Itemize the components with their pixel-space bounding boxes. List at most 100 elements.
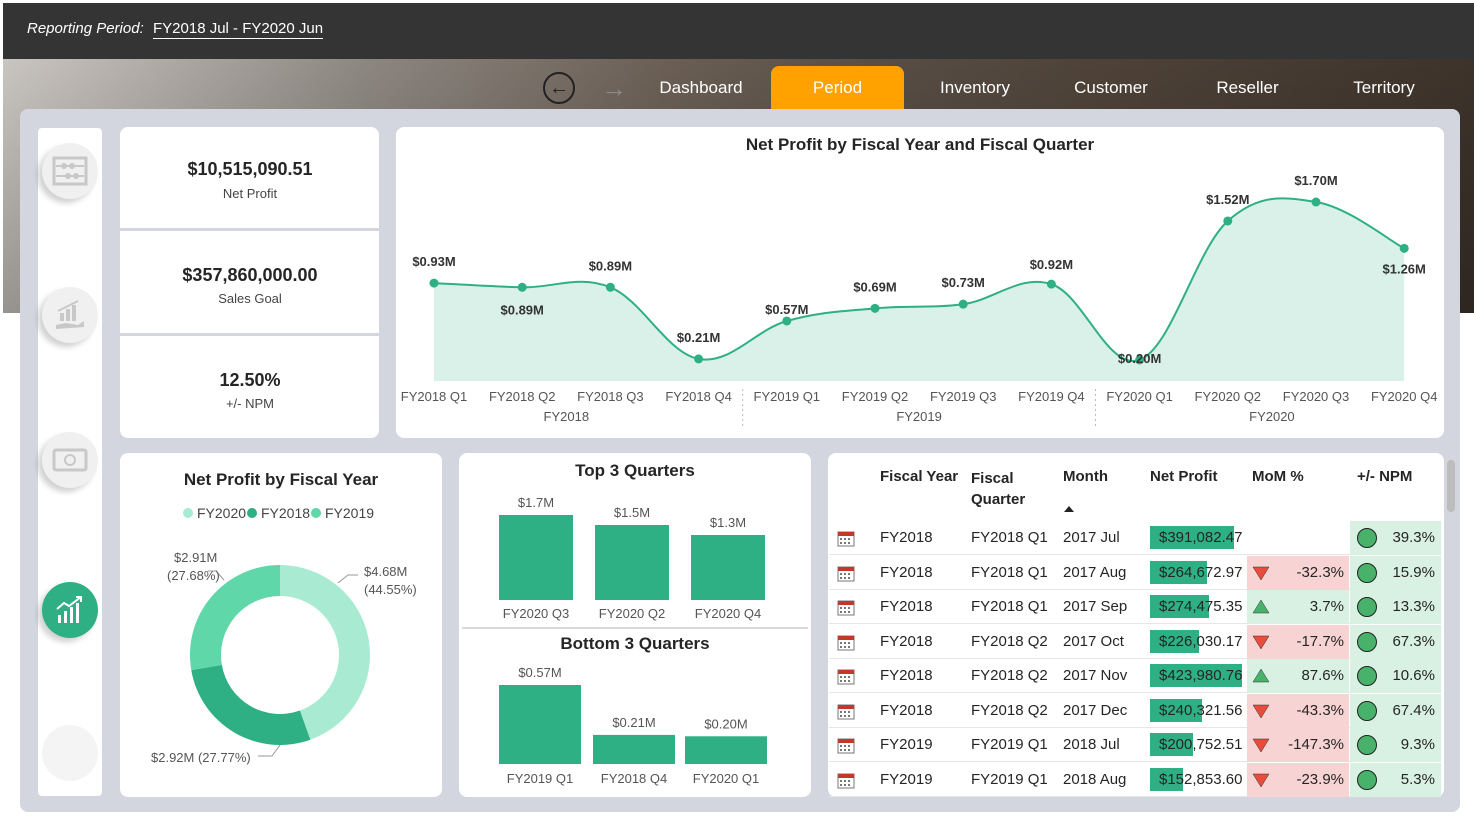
tab-reseller[interactable]: Reseller	[1216, 78, 1279, 97]
x-tick-label: FY2019 Q4	[1018, 389, 1085, 404]
area-point	[1135, 355, 1145, 365]
top-bottom-quarters-card: Top 3 Quarters Bottom 3 Quarters $1.7M FY…	[459, 453, 811, 797]
area-chart: $0.93M FY2018 Q1 $0.89M FY2018 Q2 $0.89M FY20…	[401, 173, 1437, 427]
table-row[interactable]: FY2019 FY2019 Q1 2018 Jul $200,752.51 -1…	[829, 728, 1441, 762]
sort-asc-icon[interactable]	[1064, 506, 1074, 512]
abacus-icon[interactable]	[42, 143, 98, 199]
forward-arrow-icon[interactable]: →	[601, 72, 627, 103]
table-row[interactable]: FY2018 FY2018 Q2 2017 Oct $226,030.17 -1…	[829, 624, 1441, 659]
status-circle-icon	[1357, 735, 1377, 755]
table-row[interactable]: FY2018 FY2018 Q1 2017 Sep $274,475.35 3.…	[829, 590, 1441, 624]
table-row[interactable]: FY2018 FY2018 Q2 2017 Dec $240,321.56 -4…	[829, 693, 1441, 728]
down-triangle-icon	[1252, 704, 1270, 718]
cell-net-profit: $274,475.35	[1159, 598, 1243, 615]
status-circle-icon	[1357, 597, 1377, 617]
cell-net-profit: $264,672.97	[1159, 563, 1243, 581]
bar-value-label: $1.7M	[518, 495, 554, 510]
area-point	[605, 282, 615, 292]
tab-inventory[interactable]: Inventory	[940, 78, 1010, 97]
cell-month: 2017 Oct	[1063, 632, 1124, 650]
cell-fiscal-quarter: FY2018 Q2	[971, 632, 1048, 650]
bar-category-label: FY2019 Q1	[507, 771, 574, 786]
cell-mom: 87.6%	[1301, 667, 1344, 684]
down-triangle-icon	[1252, 635, 1270, 649]
col-header-month[interactable]: Month	[1063, 468, 1108, 485]
bar-value-label: $0.57M	[518, 665, 561, 680]
money-icon[interactable]	[42, 432, 98, 488]
area-data-label: $0.73M	[942, 275, 985, 290]
x-tick-label: FY2020 Q3	[1283, 389, 1350, 404]
cell-npm: 10.6%	[1392, 667, 1435, 684]
cell-npm: 67.4%	[1392, 701, 1435, 719]
col-header-net-profit[interactable]: Net Profit	[1150, 468, 1218, 485]
col-header-fiscal-year[interactable]: Fiscal Year	[880, 468, 959, 485]
legend-label: FY2020	[197, 505, 246, 521]
x-tick-label: FY2020 Q1	[1106, 389, 1173, 404]
legend-label: FY2019	[325, 505, 374, 521]
cell-fiscal-quarter: FY2019 Q1	[971, 736, 1048, 753]
up-triangle-icon	[1252, 668, 1270, 683]
x-tick-label: FY2019 Q3	[930, 389, 997, 404]
area-data-label: $1.26M	[1383, 261, 1426, 276]
area-point	[1046, 279, 1056, 289]
donut-slice	[190, 565, 280, 671]
cell-month: 2018 Jul	[1063, 736, 1120, 753]
donut-chart-title: Net Profit by Fiscal Year	[183, 470, 379, 489]
table-row[interactable]: FY2018 FY2018 Q1 2017 Aug $264,672.97 -3…	[829, 555, 1441, 590]
area-point	[870, 303, 880, 313]
table-scrollbar[interactable]	[1447, 460, 1455, 512]
cell-net-profit: $391,082.47	[1159, 529, 1243, 546]
label-leader	[258, 744, 281, 757]
area-data-label: $0.89M	[589, 258, 632, 273]
sales-goal-value: $357,860,000.00	[182, 265, 318, 285]
status-circle-icon	[1357, 631, 1377, 652]
bar	[595, 525, 669, 600]
report-header-bar: Reporting Period: FY2018 Jul - FY2020 Ju…	[3, 3, 1474, 59]
cell-fiscal-quarter: FY2018 Q1	[971, 598, 1048, 615]
cell-fiscal-year: FY2019	[880, 770, 933, 788]
calendar-icon	[837, 738, 855, 754]
cell-fiscal-year: FY2018	[880, 598, 933, 615]
tab-dashboard[interactable]: Dashboard	[659, 78, 743, 97]
tab-period[interactable]: Period	[771, 66, 904, 110]
cell-month: 2017 Sep	[1063, 598, 1128, 615]
back-arrow-icon[interactable]: ←	[543, 72, 575, 104]
cell-fiscal-quarter: FY2018 Q2	[971, 667, 1048, 684]
calendar-icon	[837, 531, 855, 547]
top-bottom-bar-charts: $1.7M FY2020 Q3 $1.5M FY2020 Q2 $1.3M FY2020 …	[499, 495, 767, 786]
trend-chart-icon[interactable]	[42, 582, 98, 638]
mom-cell-bg	[1247, 521, 1349, 555]
tab-territory[interactable]: Territory	[1353, 78, 1415, 97]
growth-hand-icon[interactable]	[42, 287, 98, 343]
blank-icon[interactable]	[42, 725, 98, 781]
bar-value-label: $0.21M	[612, 715, 655, 730]
x-tick-label: FY2019 Q1	[754, 389, 821, 404]
area-data-label: $0.69M	[853, 279, 896, 294]
cell-mom: -43.3%	[1296, 701, 1344, 719]
cell-fiscal-year: FY2018	[880, 667, 933, 684]
x-group-label: FY2019	[896, 409, 942, 424]
tab-customer[interactable]: Customer	[1074, 78, 1148, 97]
calendar-icon	[837, 566, 855, 581]
cell-month: 2018 Aug	[1063, 770, 1127, 788]
x-tick-label: FY2018 Q4	[665, 389, 732, 404]
table-row[interactable]: FY2019 FY2019 Q1 2018 Aug $152,853.60 -2…	[829, 762, 1441, 797]
table-row[interactable]: FY2018 FY2018 Q1 2017 Jul $391,082.47 39…	[829, 521, 1441, 555]
area-data-label: $1.70M	[1294, 173, 1337, 188]
col-header-fiscal-quarter[interactable]: Fiscal Quarter	[971, 470, 1026, 508]
legend-label: FY2018	[261, 505, 310, 521]
x-tick-label: FY2018 Q1	[401, 389, 468, 404]
legend-marker	[247, 508, 257, 518]
calendar-icon	[837, 669, 855, 685]
col-header-mom[interactable]: MoM %	[1252, 468, 1304, 485]
cell-mom: -17.7%	[1296, 632, 1344, 650]
cell-fiscal-quarter: FY2018 Q1	[971, 563, 1048, 581]
reporting-period-value[interactable]: FY2018 Jul - FY2020 Jun	[153, 20, 324, 39]
top-quarters-title: Top 3 Quarters	[575, 461, 695, 480]
col-header-npm[interactable]: +/- NPM	[1357, 468, 1413, 485]
cell-net-profit: $423,980.76	[1159, 667, 1243, 684]
table-row[interactable]: FY2018 FY2018 Q2 2017 Nov $423,980.76 87…	[829, 659, 1441, 693]
label-leader	[337, 574, 358, 584]
cell-month: 2017 Jul	[1063, 529, 1120, 546]
npm-value: 12.50%	[219, 370, 281, 390]
